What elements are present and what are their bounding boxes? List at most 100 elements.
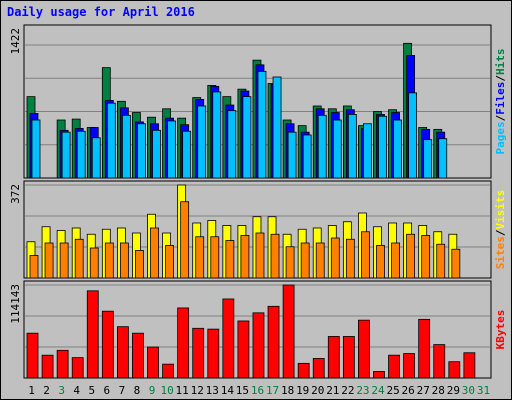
right-label-part: KBytes — [494, 310, 507, 350]
bar-pages-25 — [393, 119, 402, 179]
x-tick-label-28: 28 — [432, 384, 445, 397]
x-tick-label-23: 23 — [356, 384, 369, 397]
bar-kbytes-8 — [132, 332, 144, 379]
bar-sites-13 — [210, 236, 220, 279]
bar-sites-4 — [74, 238, 84, 279]
bar-sites-12 — [195, 236, 205, 279]
y-max-label-bot: 114143 — [9, 284, 22, 324]
x-tick-label-18: 18 — [281, 384, 294, 397]
x-tick-label-4: 4 — [73, 384, 80, 397]
bar-pages-14 — [227, 110, 237, 179]
bar-pages-7 — [121, 114, 131, 179]
bar-kbytes-18 — [282, 284, 295, 379]
bar-pages-4 — [76, 130, 86, 179]
bar-pages-13 — [212, 91, 222, 179]
bar-sites-1 — [29, 255, 39, 279]
bar-pages-27 — [423, 139, 433, 179]
right-label-part: Pages — [494, 121, 507, 154]
bar-kbytes-1 — [26, 332, 39, 379]
bar-kbytes-22 — [342, 336, 355, 379]
bar-kbytes-6 — [101, 310, 114, 379]
x-tick-label-9: 9 — [149, 384, 156, 397]
right-label-part: Sites — [494, 236, 507, 269]
bar-sites-15 — [240, 235, 250, 279]
bar-sites-10 — [165, 245, 174, 279]
bar-pages-21 — [332, 119, 342, 179]
bar-pages-1 — [31, 119, 41, 179]
bar-kbytes-26 — [403, 353, 416, 379]
bar-pages-6 — [106, 102, 116, 179]
y-max-label-top: 1422 — [9, 28, 22, 55]
bar-sites-11 — [180, 201, 190, 279]
bar-sites-24 — [376, 245, 385, 279]
bar-kbytes-20 — [312, 358, 325, 379]
bar-pages-3 — [61, 131, 71, 179]
bar-kbytes-25 — [388, 354, 400, 379]
bar-pages-20 — [317, 114, 327, 179]
bar-kbytes-7 — [116, 326, 129, 379]
right-label-part: / — [494, 229, 507, 236]
bar-pages-24 — [378, 115, 387, 179]
chart-title: Daily usage for April 2016 — [7, 5, 195, 19]
x-tick-label-12: 12 — [191, 384, 204, 397]
x-tick-label-22: 22 — [341, 384, 354, 397]
bar-kbytes-9 — [147, 346, 159, 379]
x-tick-label-29: 29 — [447, 384, 460, 397]
x-tick-label-7: 7 — [119, 384, 126, 397]
bar-sites-29 — [451, 248, 461, 279]
right-label-part: / — [494, 75, 507, 82]
bar-kbytes-13 — [207, 328, 220, 379]
bar-sites-16 — [255, 232, 265, 279]
bar-pages-8 — [137, 123, 146, 179]
right-label-part: Hits — [494, 49, 507, 76]
bar-pages-26 — [408, 92, 418, 179]
x-tick-label-16: 16 — [251, 384, 264, 397]
bar-pages-11 — [182, 130, 192, 179]
right-axis-label-top: Pages/Files/Hits — [494, 49, 507, 155]
bar-pages-12 — [197, 105, 207, 179]
x-tick-label-21: 21 — [326, 384, 339, 397]
bar-sites-25 — [391, 242, 400, 279]
x-tick-label-19: 19 — [296, 384, 309, 397]
bar-kbytes-30 — [463, 352, 476, 379]
bar-pages-5 — [91, 137, 101, 179]
x-tick-label-20: 20 — [311, 384, 324, 397]
right-axis-label-mid: Sites/Visits — [494, 190, 507, 270]
bar-kbytes-5 — [86, 290, 99, 379]
x-tick-label-11: 11 — [176, 384, 189, 397]
x-tick-label-10: 10 — [160, 384, 173, 397]
bar-kbytes-19 — [297, 362, 310, 379]
x-tick-label-8: 8 — [134, 384, 141, 397]
x-tick-label-25: 25 — [386, 384, 399, 397]
bar-kbytes-21 — [327, 336, 340, 379]
x-tick-label-14: 14 — [221, 384, 235, 397]
bar-pages-23 — [363, 123, 372, 179]
y-max-label-mid: 372 — [9, 184, 22, 204]
bar-sites-28 — [436, 243, 446, 279]
x-tick-label-31: 31 — [477, 384, 490, 397]
x-tick-label-30: 30 — [462, 384, 475, 397]
bar-sites-17 — [270, 233, 280, 279]
bar-sites-26 — [406, 233, 416, 279]
bar-kbytes-11 — [177, 307, 190, 379]
bar-sites-21 — [330, 237, 340, 279]
x-tick-label-1: 1 — [28, 384, 35, 397]
x-tick-label-2: 2 — [43, 384, 50, 397]
bar-kbytes-12 — [192, 327, 205, 379]
bar-sites-8 — [135, 250, 144, 279]
bar-sites-3 — [59, 242, 69, 279]
bar-kbytes-29 — [448, 361, 461, 379]
bar-kbytes-27 — [418, 318, 431, 379]
bar-kbytes-2 — [41, 354, 54, 379]
bar-sites-9 — [150, 227, 159, 279]
x-tick-label-15: 15 — [236, 384, 249, 397]
bar-kbytes-14 — [222, 298, 235, 379]
right-axis-label-bot: KBytes — [494, 310, 507, 350]
bar-kbytes-10 — [162, 363, 174, 379]
bar-pages-9 — [152, 129, 161, 179]
bar-pages-16 — [257, 70, 267, 179]
x-tick-label-27: 27 — [417, 384, 430, 397]
bar-kbytes-24 — [373, 371, 385, 379]
bar-sites-19 — [300, 242, 310, 279]
